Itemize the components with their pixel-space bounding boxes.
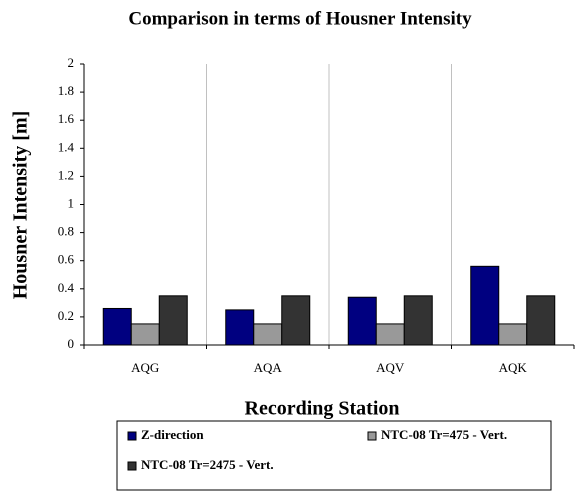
bar (158, 295, 188, 346)
bar (281, 295, 311, 346)
bar (470, 265, 500, 346)
x-tick-label: AQA (254, 360, 283, 375)
bar (526, 295, 556, 346)
legend-swatch (127, 431, 137, 441)
y-tick-label: 1.6 (58, 111, 75, 126)
y-tick-label: 1.8 (58, 83, 74, 98)
x-tick-label: AQV (376, 360, 405, 375)
y-tick-label: 1.4 (58, 139, 75, 154)
legend-label: Z-direction (141, 427, 204, 442)
y-tick-label: 1 (68, 195, 75, 210)
bar (347, 296, 377, 346)
x-tick-label: AQG (131, 360, 159, 375)
y-tick-label: 0.8 (58, 224, 74, 239)
legend-box (116, 420, 552, 491)
bar (253, 323, 283, 346)
legend-swatch (127, 461, 137, 471)
bar (375, 323, 405, 346)
bar (102, 307, 132, 346)
y-tick-label: 0 (68, 336, 75, 351)
y-tick-label: 0.2 (58, 308, 74, 323)
y-tick-label: 2 (68, 55, 75, 70)
bar (225, 309, 255, 346)
y-tick-label: 0.4 (58, 280, 75, 295)
y-tick-label: 0.6 (58, 252, 75, 267)
bar (498, 323, 528, 346)
bar (130, 323, 160, 346)
bar (403, 295, 433, 346)
x-axis-title: Recording Station (245, 398, 400, 420)
chart-title: Comparison in terms of Housner Intensity (128, 8, 472, 29)
legend-label: NTC-08 Tr=2475 - Vert. (141, 457, 274, 472)
x-tick-label: AQK (499, 360, 528, 375)
legend-swatch (367, 431, 377, 441)
legend-label: NTC-08 Tr=475 - Vert. (381, 427, 507, 442)
y-tick-label: 1.2 (58, 167, 74, 182)
y-axis-title: Housner Intensity [m] (10, 111, 32, 300)
